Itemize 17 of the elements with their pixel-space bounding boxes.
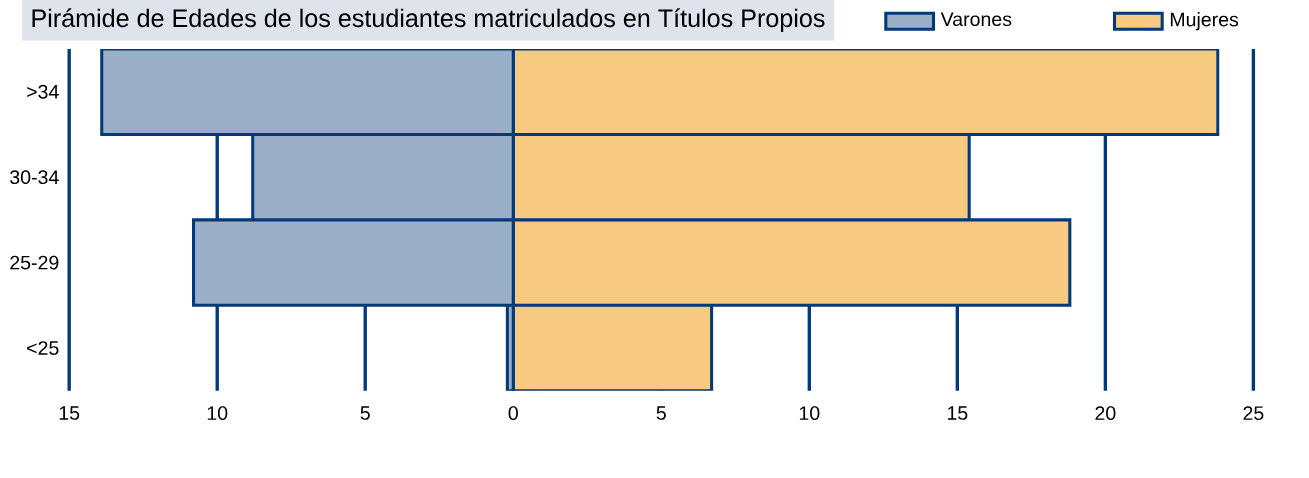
y-tick-label: >34: [27, 84, 59, 99]
x-tick-label: 10: [207, 406, 228, 420]
y-tick-label: 30-34: [10, 170, 59, 184]
x-tick-label: 15: [59, 406, 80, 420]
x-tick-label: 20: [1095, 406, 1116, 420]
x-tick-label: 0: [508, 406, 518, 420]
x-tick-label: 10: [799, 406, 820, 420]
y-tick-label: <25: [27, 341, 59, 355]
x-tick-label: 15: [947, 406, 968, 420]
y-tick-label: 25-29: [10, 255, 59, 270]
bar: [100, 48, 515, 136]
legend-label: Varones: [940, 12, 1012, 26]
chart-title: Pirámide de Edades de los estudiantes matriculados en Títulos Propios: [32, 8, 825, 33]
x-tick-label: 25: [1243, 406, 1264, 420]
x-tick-label: 5: [656, 406, 666, 420]
x-tick-label: 5: [360, 406, 370, 420]
legend-label: Mujeres: [1170, 12, 1239, 31]
